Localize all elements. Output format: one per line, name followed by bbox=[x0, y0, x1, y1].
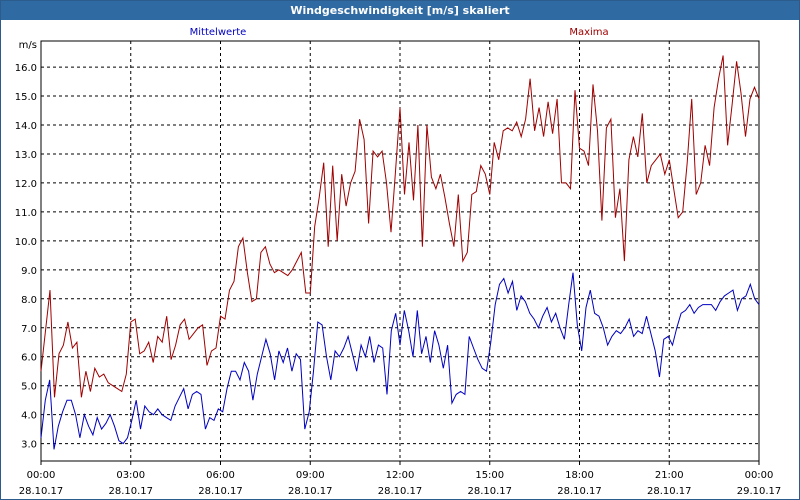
x-tick-time: 18:00 bbox=[565, 470, 594, 481]
y-tick-label: 11.0 bbox=[15, 208, 37, 219]
x-tick-date: 29.10.17 bbox=[737, 486, 782, 497]
y-tick-label: 7.0 bbox=[21, 324, 37, 335]
x-tick-date: 28.10.17 bbox=[378, 486, 423, 497]
y-tick-label: 4.0 bbox=[21, 411, 37, 422]
x-tick-date: 28.10.17 bbox=[557, 486, 602, 497]
x-tick-time: 03:00 bbox=[116, 470, 145, 481]
x-tick-date: 28.10.17 bbox=[19, 486, 64, 497]
x-tick-time: 00:00 bbox=[27, 470, 56, 481]
legend-mittelwerte: Mittelwerte bbox=[190, 27, 247, 38]
y-tick-label: 3.0 bbox=[21, 440, 37, 451]
x-tick-time: 15:00 bbox=[475, 470, 504, 481]
x-tick-date: 28.10.17 bbox=[467, 486, 512, 497]
y-tick-label: 10.0 bbox=[15, 237, 37, 248]
x-tick-date: 28.10.17 bbox=[108, 486, 153, 497]
x-tick-time: 09:00 bbox=[296, 470, 325, 481]
y-tick-label: 8.0 bbox=[21, 295, 37, 306]
y-axis-label: m/s bbox=[19, 40, 37, 51]
y-tick-label: 15.0 bbox=[15, 92, 37, 103]
y-tick-label: 12.0 bbox=[15, 179, 37, 190]
x-tick-date: 28.10.17 bbox=[198, 486, 243, 497]
x-tick-date: 28.10.17 bbox=[288, 486, 333, 497]
y-tick-label: 9.0 bbox=[21, 266, 37, 277]
x-tick-date: 28.10.17 bbox=[647, 486, 692, 497]
series-line-maxima bbox=[40, 55, 760, 398]
series-line-mittelwerte bbox=[40, 272, 760, 450]
y-tick-label: 16.0 bbox=[15, 63, 37, 74]
x-tick-time: 12:00 bbox=[386, 470, 415, 481]
x-tick-time: 06:00 bbox=[206, 470, 235, 481]
y-tick-label: 13.0 bbox=[15, 150, 37, 161]
y-tick-label: 14.0 bbox=[15, 121, 37, 132]
x-tick-time: 21:00 bbox=[655, 470, 684, 481]
window-title: Windgeschwindigkeit [m/s] skaliert bbox=[1, 1, 799, 20]
y-tick-label: 5.0 bbox=[21, 382, 37, 393]
y-tick-label: 6.0 bbox=[21, 353, 37, 364]
x-tick-time: 00:00 bbox=[745, 470, 774, 481]
legend-maxima: Maxima bbox=[569, 27, 608, 38]
